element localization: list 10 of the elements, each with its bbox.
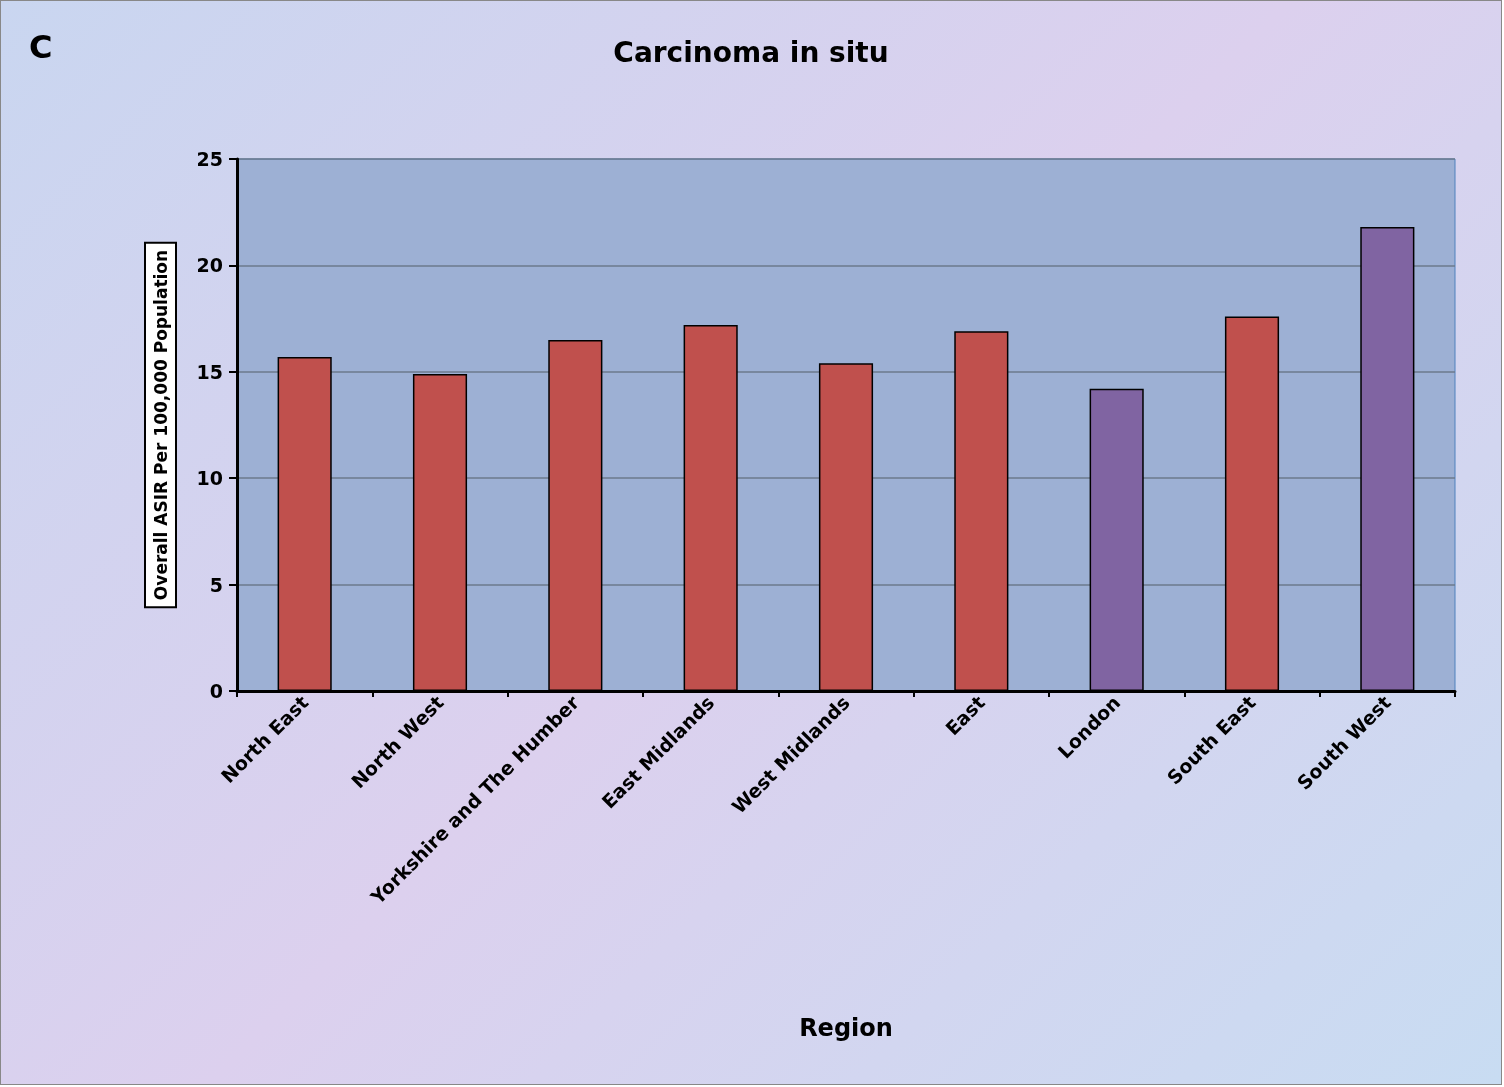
y-axis-title: Overall ASIR Per 100,000 Population (150, 249, 171, 601)
chart-title: Carcinoma in situ (613, 35, 889, 69)
y-tick-label: 25 (196, 148, 223, 170)
y-tick-label: 15 (196, 360, 223, 383)
y-tick-label: 20 (196, 254, 223, 277)
y-tick-label: 0 (209, 680, 223, 702)
y-tick-label: 5 (209, 573, 223, 596)
x-axis-title: Region (799, 1014, 893, 1042)
y-tick-label: 10 (196, 467, 223, 490)
text: C (29, 28, 53, 66)
